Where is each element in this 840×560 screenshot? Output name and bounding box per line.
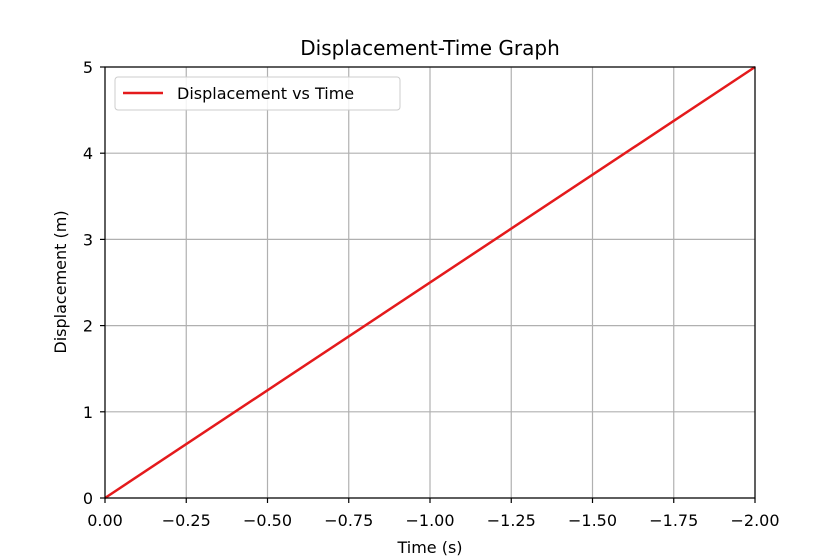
x-tick-label-8: −2.00 bbox=[730, 511, 779, 530]
y-tick-label-3: 3 bbox=[83, 230, 93, 249]
y-axis-label: Displacement (m) bbox=[51, 210, 70, 353]
series-layer bbox=[104, 65, 756, 500]
x-tick-label-0: 0.00 bbox=[87, 511, 123, 530]
x-tick-label-3: −0.75 bbox=[324, 511, 373, 530]
series-line-0 bbox=[104, 65, 756, 500]
legend: Displacement vs Time bbox=[114, 76, 401, 111]
x-tick-label-4: −1.00 bbox=[405, 511, 454, 530]
y-tick-label-4: 4 bbox=[83, 144, 93, 163]
y-tick-label-1: 1 bbox=[83, 403, 93, 422]
y-tick-label-5: 5 bbox=[83, 58, 93, 77]
x-tick-label-6: −1.50 bbox=[568, 511, 617, 530]
y-tick-label-2: 2 bbox=[83, 317, 93, 336]
x-tick-label-7: −1.75 bbox=[649, 511, 698, 530]
grid bbox=[104, 66, 756, 499]
x-tick-label-2: −0.50 bbox=[243, 511, 292, 530]
x-tick-label-5: −1.25 bbox=[487, 511, 536, 530]
chart-title: Displacement-Time Graph bbox=[300, 36, 560, 60]
y-tick-label-0: 0 bbox=[83, 489, 93, 508]
legend-label: Displacement vs Time bbox=[177, 84, 354, 103]
x-axis-label: Time (s) bbox=[396, 538, 462, 557]
x-tick-label-1: −0.25 bbox=[162, 511, 211, 530]
axis-ticks: 0.00 −0.25 −0.50 −0.75 −1.00 −1.25 −1.50 −1.75 −… bbox=[83, 58, 780, 530]
legend-box bbox=[114, 76, 401, 111]
